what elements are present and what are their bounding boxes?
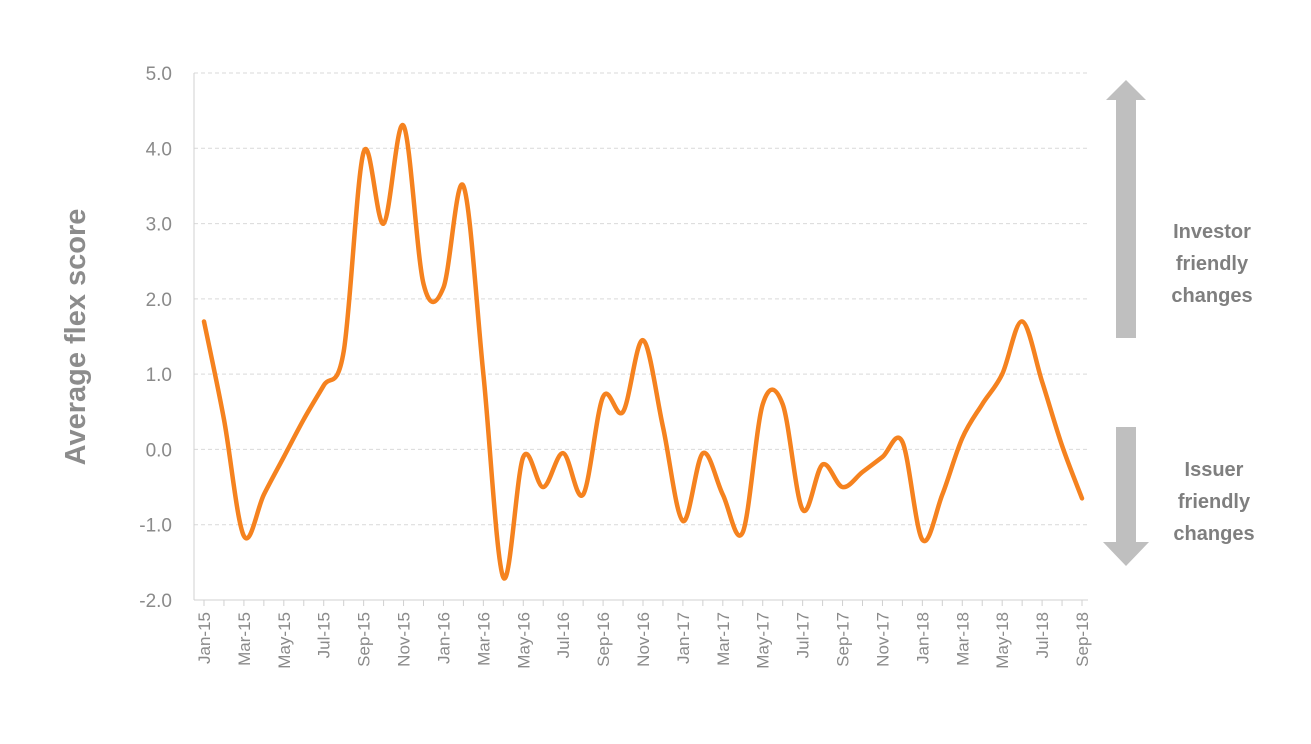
y-tick-label: 5.0 [146, 64, 172, 85]
x-tick-label: Nov-15 [395, 612, 414, 667]
x-tick-labels: Jan-15 Mar-15 May-15 Jul-15 Sep-15 Nov-15 Jan-… [195, 600, 1092, 669]
data-point [920, 538, 924, 542]
x-tick-label: Sep-15 [355, 612, 374, 667]
data-point [980, 402, 984, 406]
x-tick-label: Sep-16 [594, 612, 613, 667]
y-tick-label: 1.0 [146, 365, 172, 386]
y-tick-label: -1.0 [139, 516, 172, 537]
data-point [741, 530, 745, 534]
issuer-annotation: Issuer friendly changes [1103, 427, 1255, 566]
x-tick-label: May-15 [275, 612, 294, 669]
data-point [1020, 319, 1024, 323]
data-point [960, 436, 964, 440]
data-point [701, 451, 705, 455]
x-tick-label: Sep-18 [1073, 612, 1092, 667]
data-point [282, 455, 286, 459]
data-point [900, 440, 904, 444]
data-point [681, 519, 685, 523]
data-point [242, 534, 246, 538]
x-tick-label: Mar-16 [474, 612, 493, 666]
data-point [382, 222, 386, 226]
x-tick-label: May-17 [754, 612, 773, 669]
x-tick-label: Jul-15 [315, 612, 334, 658]
x-tick-label: Jan-15 [195, 612, 214, 664]
data-point [601, 395, 605, 399]
gridlines [194, 72, 1088, 526]
data-point [481, 372, 485, 376]
data-point [262, 493, 266, 497]
data-point [841, 485, 845, 489]
data-point [561, 451, 565, 455]
x-tick-label: Mar-17 [714, 612, 733, 666]
x-tick-label: Mar-15 [235, 612, 254, 666]
y-tick-label: 3.0 [146, 215, 172, 236]
data-point [501, 575, 505, 579]
y-tick-label: 2.0 [146, 290, 172, 311]
y-tick-label: 0.0 [146, 440, 172, 461]
issuer-label-line-2: friendly [1178, 491, 1251, 513]
data-point [402, 124, 406, 128]
data-point [441, 286, 445, 290]
data-point [362, 150, 366, 154]
data-point [422, 282, 426, 286]
data-point [880, 455, 884, 459]
data-point [641, 338, 645, 342]
flex-score-line [201, 123, 1085, 581]
x-tick-label: Jul-16 [554, 612, 573, 658]
data-point [322, 383, 326, 387]
y-tick-label: -2.0 [139, 591, 172, 612]
data-point [621, 410, 625, 414]
data-point [521, 455, 525, 459]
data-point [861, 470, 865, 474]
series-layer [201, 123, 1085, 581]
investor-label-line-2: friendly [1176, 253, 1249, 275]
down-arrow-icon [1103, 427, 1149, 566]
data-point [342, 350, 346, 354]
data-point [1040, 380, 1044, 384]
data-point [781, 402, 785, 406]
data-point [302, 417, 306, 421]
x-tick-label: Jan-18 [913, 612, 932, 664]
x-tick-label: May-18 [993, 612, 1012, 669]
investor-label-line-1: Investor [1173, 221, 1251, 243]
x-tick-label: Jul-18 [1033, 612, 1052, 658]
x-tick-label: Jan-17 [674, 612, 693, 664]
data-point [661, 425, 665, 429]
data-point [202, 319, 206, 323]
data-point [581, 493, 585, 497]
y-tick-labels: 5.0 4.0 3.0 2.0 1.0 0.0 -1.0 -2.0 [139, 64, 172, 612]
data-point [940, 493, 944, 497]
up-arrow-icon [1106, 80, 1146, 338]
data-point [1060, 444, 1064, 448]
data-point [721, 493, 725, 497]
issuer-label-line-3: changes [1173, 523, 1254, 545]
data-point [1080, 496, 1084, 500]
y-axis-label: Average flex score [60, 209, 92, 466]
x-tick-label: Nov-17 [873, 612, 892, 667]
x-tick-label: Jan-16 [434, 612, 453, 664]
data-point [222, 417, 226, 421]
data-point [1000, 372, 1004, 376]
investor-annotation: Investor friendly changes [1106, 80, 1253, 338]
x-tick-label: May-16 [514, 612, 533, 669]
data-point [461, 184, 465, 188]
issuer-label-line-1: Issuer [1185, 459, 1244, 481]
data-point [801, 508, 805, 512]
investor-label-line-3: changes [1171, 285, 1252, 307]
x-tick-label: Jul-17 [794, 612, 813, 658]
x-tick-label: Sep-17 [834, 612, 853, 667]
y-tick-label: 4.0 [146, 139, 172, 160]
data-point [761, 402, 765, 406]
x-tick-label: Nov-16 [634, 612, 653, 667]
axes [193, 73, 1088, 601]
data-point [821, 462, 825, 466]
data-point [541, 485, 545, 489]
x-tick-label: Mar-18 [953, 612, 972, 666]
